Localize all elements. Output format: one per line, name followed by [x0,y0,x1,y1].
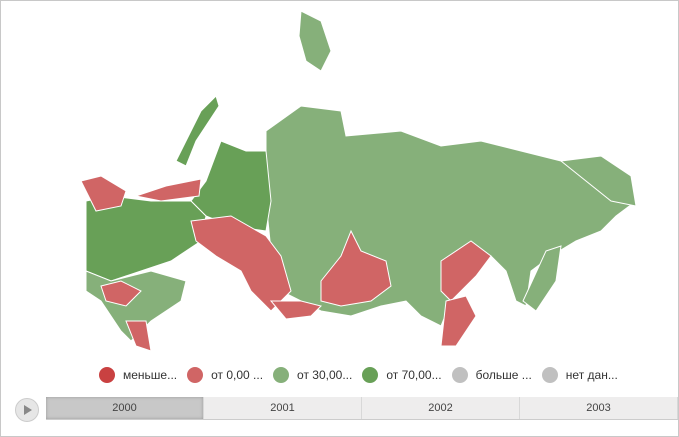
region-caucasus[interactable] [125,320,152,352]
legend-item[interactable]: от 70,00... [362,367,442,383]
region-chukotka[interactable] [559,155,637,207]
legend-label: меньше... [123,368,178,382]
region-irkutsk[interactable] [320,229,392,307]
legend-dot-icon [451,367,468,383]
legend-item[interactable]: от 0,00 ... [187,367,263,383]
timeline-year-2001[interactable]: 2001 [204,397,362,419]
legend: меньше... от 0,00 ... от 30,00... от 70,00.… [99,367,628,383]
legend-label: от 30,00... [297,368,353,382]
legend-label: больше ... [475,368,532,382]
play-button[interactable] [15,398,39,422]
region-arkhangelsk[interactable] [134,178,202,202]
timeline-year-2002[interactable]: 2002 [362,397,520,419]
timeline-year-2003[interactable]: 2003 [520,397,678,419]
legend-item[interactable]: от 30,00... [273,367,352,383]
region-krasnoyarsk-south[interactable] [190,215,292,312]
region-kamchatka[interactable] [522,245,562,312]
legend-label: от 0,00 ... [211,368,264,382]
region-taimyr[interactable] [298,10,332,72]
region-kola[interactable] [80,175,127,212]
timeline-year-2000[interactable]: 2000 [46,397,204,419]
legend-dot-icon [362,367,379,383]
region-primorye[interactable] [440,295,477,347]
legend-dot-icon [99,367,115,383]
legend-label: нет дан... [565,368,618,382]
legend-dot-icon [273,367,290,383]
legend-dot-icon [541,367,558,383]
legend-label: от 70,00... [386,368,442,382]
region-altai[interactable] [269,300,322,320]
legend-dot-icon [187,367,204,383]
region-khabarovsk[interactable] [440,240,492,302]
legend-item[interactable]: меньше... [99,367,177,383]
legend-item[interactable]: больше ... [451,367,532,383]
legend-item[interactable]: нет дан... [541,367,618,383]
region-central[interactable] [100,280,142,307]
play-icon [24,405,32,415]
region-novaya-zemlya[interactable] [175,95,220,167]
russia-map [80,10,637,352]
timeline[interactable]: 2000 2001 2002 2003 [46,397,678,420]
